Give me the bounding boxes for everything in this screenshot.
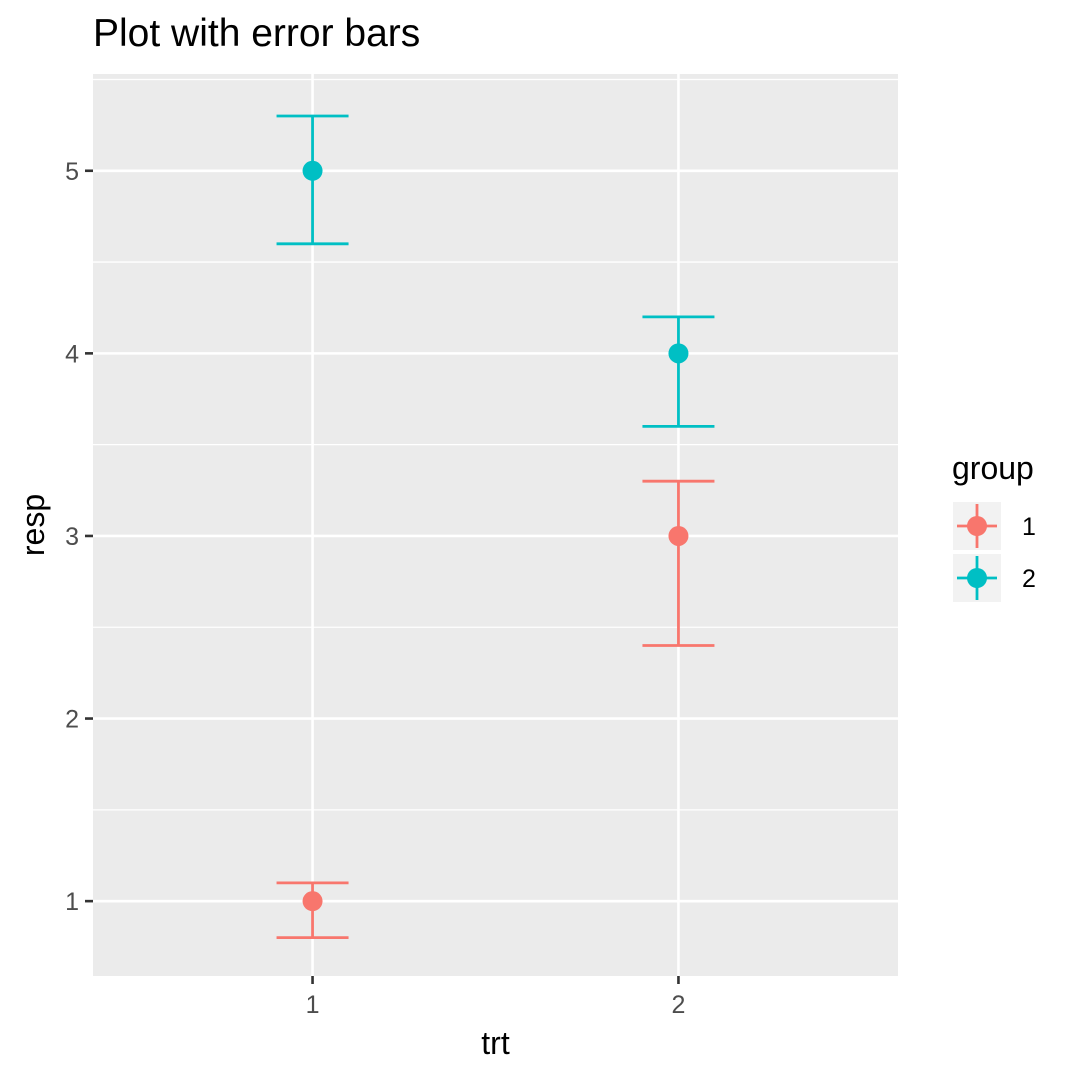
legend-label: 2 — [1022, 565, 1036, 593]
y-tick-label: 5 — [65, 158, 79, 186]
data-point — [302, 891, 323, 912]
legend-key-point — [967, 516, 987, 536]
x-tick-label: 1 — [306, 991, 320, 1019]
x-axis-title: trt — [481, 1025, 510, 1061]
y-tick-label: 3 — [65, 523, 79, 551]
chart-title: Plot with error bars — [93, 12, 420, 55]
data-point — [302, 160, 323, 181]
x-tick-label: 2 — [672, 991, 686, 1019]
legend-key-2: 2 — [953, 554, 1036, 602]
plot-panel — [93, 74, 898, 976]
y-tick-label: 4 — [65, 340, 79, 368]
y-axis: 1 2 3 4 5 — [65, 158, 93, 916]
legend-title: group — [952, 450, 1034, 486]
y-tick-label: 1 — [65, 888, 79, 916]
legend-key-point — [967, 568, 987, 588]
data-marks — [276, 114, 715, 940]
legend: group 1 2 — [952, 450, 1036, 602]
series-group-2 — [276, 114, 715, 428]
legend-label: 1 — [1022, 513, 1036, 541]
series-group-1 — [276, 479, 715, 940]
legend-key-1: 1 — [953, 502, 1036, 550]
data-point — [668, 525, 689, 546]
y-axis-title: resp — [15, 494, 51, 556]
y-tick-label: 2 — [65, 706, 79, 734]
minor-gridlines — [93, 78, 898, 811]
data-point — [668, 343, 689, 364]
